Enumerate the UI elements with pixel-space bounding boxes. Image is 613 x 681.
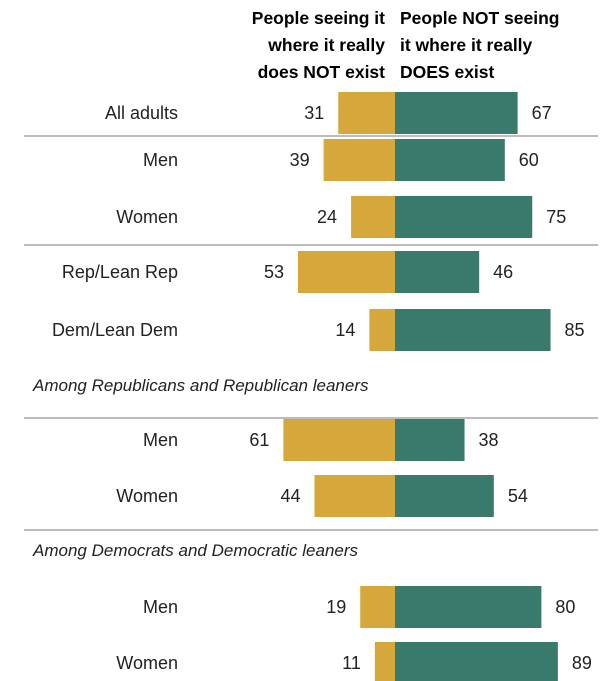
row-category-label: All adults	[105, 103, 178, 123]
bar-left	[338, 92, 395, 134]
value-label-left: 44	[280, 486, 300, 506]
header-left-line: People seeing it	[252, 8, 385, 28]
bar-right	[395, 475, 494, 517]
value-label-left: 53	[264, 262, 284, 282]
value-label-right: 89	[572, 653, 592, 673]
group-label: Among Democrats and Democratic leaners	[32, 541, 359, 560]
value-label-right: 67	[532, 103, 552, 123]
chart-row: Men 19 80	[143, 586, 575, 628]
value-label-left: 61	[249, 430, 269, 450]
column-headers: People seeing it where it really does NOT …	[252, 8, 560, 82]
header-right-line: DOES exist	[400, 62, 495, 82]
row-category-label: Women	[116, 486, 178, 506]
chart-row: Men 61 38	[143, 419, 499, 461]
value-label-right: 54	[508, 486, 528, 506]
bar-left	[314, 475, 395, 517]
value-label-left: 31	[304, 103, 324, 123]
bar-right	[395, 92, 518, 134]
chart-row: Women 11 89	[116, 642, 592, 681]
group-labels: Among Republicans and Republican leaners…	[32, 376, 369, 560]
bar-right	[395, 642, 558, 681]
value-label-left: 11	[342, 653, 361, 673]
row-category-label: Women	[116, 653, 178, 673]
bar-right	[395, 309, 551, 351]
bar-left	[298, 251, 395, 293]
group-label: Among Republicans and Republican leaners	[32, 376, 369, 395]
row-category-label: Rep/Lean Rep	[62, 262, 178, 282]
value-label-left: 24	[317, 207, 337, 227]
row-category-label: Men	[143, 597, 178, 617]
bar-left	[323, 139, 395, 181]
header-left-line: does NOT exist	[258, 62, 386, 82]
value-label-right: 85	[565, 320, 585, 340]
chart-row: Dem/Lean Dem 14 85	[52, 309, 585, 351]
bar-left	[351, 196, 395, 238]
bar-right	[395, 419, 465, 461]
row-category-label: Men	[143, 150, 178, 170]
row-category-label: Dem/Lean Dem	[52, 320, 178, 340]
chart-row: Rep/Lean Rep 53 46	[62, 251, 513, 293]
bar-right	[395, 586, 542, 628]
header-left-line: where it really	[267, 35, 385, 55]
chart-rows: All adults 31 67 Men 39 60 Women 24 75 Rep/Lean R…	[52, 92, 592, 681]
value-label-left: 19	[326, 597, 346, 617]
bar-right	[395, 139, 505, 181]
value-label-right: 46	[493, 262, 513, 282]
bar-right	[395, 196, 533, 238]
value-label-right: 80	[555, 597, 575, 617]
bar-left	[283, 419, 395, 461]
value-label-right: 38	[479, 430, 499, 450]
header-right-line: it where it really	[400, 35, 533, 55]
header-right-line: People NOT seeing	[400, 8, 559, 28]
bar-left	[369, 309, 395, 351]
chart-row: Women 44 54	[116, 475, 528, 517]
dividers	[24, 135, 598, 531]
chart-row: Men 39 60	[143, 139, 539, 181]
bar-left	[360, 586, 395, 628]
value-label-left: 14	[335, 320, 355, 340]
row-category-label: Men	[143, 430, 178, 450]
value-label-left: 39	[290, 150, 310, 170]
bar-left	[374, 642, 395, 681]
chart-row: Women 24 75	[116, 196, 566, 238]
value-label-right: 75	[546, 207, 566, 227]
chart-row: All adults 31 67	[105, 92, 552, 134]
row-category-label: Women	[116, 207, 178, 227]
bar-right	[395, 251, 480, 293]
value-label-right: 60	[519, 150, 539, 170]
